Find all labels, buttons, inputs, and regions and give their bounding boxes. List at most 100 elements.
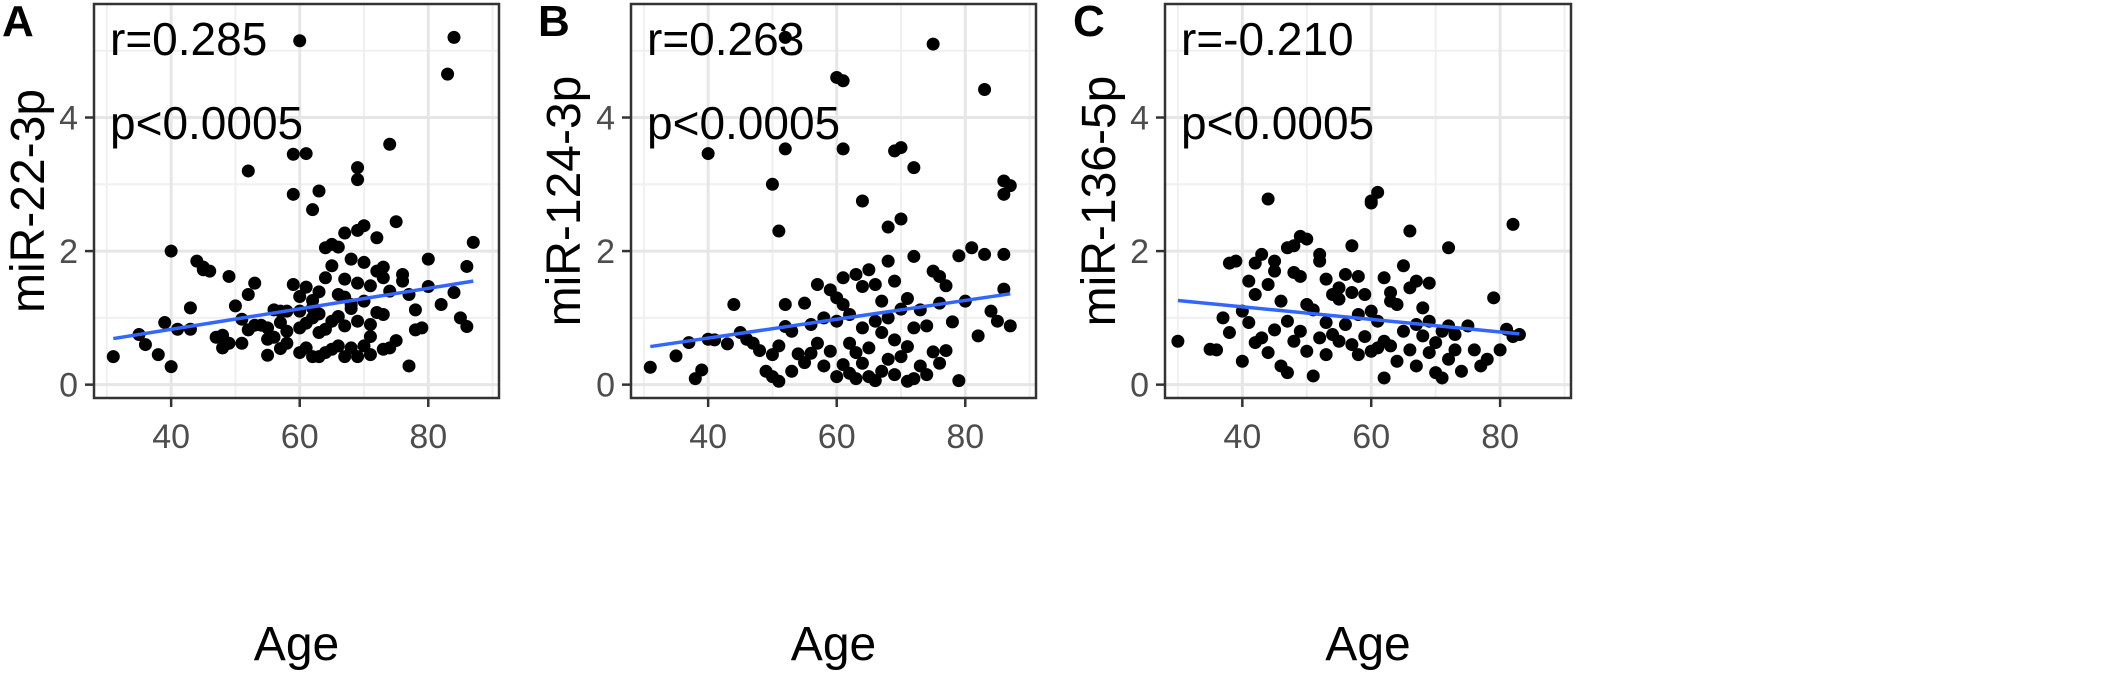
data-point — [862, 263, 876, 277]
data-point — [727, 298, 741, 312]
data-point — [383, 137, 397, 151]
data-point — [868, 314, 882, 328]
data-point — [1268, 254, 1282, 268]
data-point — [286, 187, 300, 201]
plot-border — [1163, 2, 1573, 400]
data-point — [286, 277, 300, 291]
data-point — [843, 336, 857, 350]
data-point — [810, 277, 824, 291]
data-point — [331, 310, 345, 324]
data-point — [370, 231, 384, 245]
data-point — [798, 296, 812, 310]
y-tick-label: 0 — [1130, 367, 1149, 405]
data-point — [183, 301, 197, 315]
data-point — [836, 298, 850, 312]
data-point — [1210, 343, 1224, 357]
data-point — [978, 247, 992, 261]
data-point — [376, 308, 390, 322]
data-point — [447, 285, 461, 299]
y-axis-title: miR-136-5p — [1073, 76, 1126, 327]
data-point — [1261, 192, 1275, 206]
data-point — [1003, 319, 1017, 333]
data-point — [971, 329, 985, 343]
data-point — [894, 141, 908, 155]
data-point — [216, 328, 230, 342]
data-point — [357, 219, 371, 233]
y-tick-label: 0 — [59, 367, 78, 405]
data-point — [836, 271, 850, 285]
data-point — [701, 147, 715, 161]
data-point — [280, 336, 294, 350]
data-point — [881, 254, 895, 268]
data-point — [1396, 324, 1410, 338]
data-point — [280, 324, 294, 338]
data-point — [1422, 346, 1436, 360]
data-point — [900, 340, 914, 354]
y-tick-label: 2 — [1130, 233, 1149, 271]
data-point — [351, 350, 365, 364]
data-point — [772, 374, 786, 388]
data-point — [881, 352, 895, 366]
data-point — [836, 74, 850, 88]
data-point — [881, 311, 895, 325]
data-point — [1319, 348, 1333, 362]
data-point — [1280, 314, 1294, 328]
data-point — [1268, 264, 1282, 278]
data-point — [1364, 304, 1378, 318]
data-point — [855, 321, 869, 335]
data-point — [421, 252, 435, 266]
data-point — [1480, 352, 1494, 366]
data-point — [363, 279, 377, 293]
data-point — [862, 341, 876, 355]
data-point — [836, 142, 850, 156]
data-point — [1338, 318, 1352, 332]
data-point — [261, 348, 275, 362]
data-point — [1216, 311, 1230, 325]
data-point — [669, 349, 683, 363]
data-point — [351, 314, 365, 328]
data-point — [978, 82, 992, 96]
regression-line — [113, 279, 474, 341]
panel-b: 40 60 80 0 2 4 Age miR-124-3p r=0.263 p<0.0005 B — [538, 0, 1038, 671]
data-point — [1506, 217, 1520, 231]
y-tick-label: 2 — [59, 233, 78, 271]
panel-c: 40 60 80 0 2 4 Age miR-136-5p r=-0.210 p<0.0005 C — [1073, 0, 1573, 671]
x-tick-label: 60 — [281, 418, 319, 456]
data-point — [939, 279, 953, 293]
data-point — [875, 294, 889, 308]
data-point — [1293, 324, 1307, 338]
data-point — [907, 161, 921, 175]
data-point — [1345, 338, 1359, 352]
x-tick-label: 60 — [1352, 418, 1390, 456]
data-point — [1313, 247, 1327, 261]
data-point — [798, 356, 812, 370]
data-point — [1261, 346, 1275, 360]
x-tick-label: 80 — [946, 418, 984, 456]
data-point — [299, 280, 313, 294]
data-point — [907, 249, 921, 263]
data-point — [1261, 277, 1275, 291]
data-point — [363, 330, 377, 344]
data-point — [1280, 241, 1294, 255]
data-point — [1403, 343, 1417, 357]
data-point — [1351, 269, 1365, 283]
data-point — [926, 37, 940, 51]
data-point — [875, 364, 889, 378]
data-point — [1454, 364, 1468, 378]
data-point — [241, 164, 255, 178]
data-point — [1242, 274, 1256, 288]
x-tick-label: 40 — [152, 418, 190, 456]
y-axis-title: miR-124-3p — [538, 76, 591, 327]
data-point — [1390, 354, 1404, 368]
data-point — [753, 344, 767, 358]
data-point — [1319, 272, 1333, 286]
plot-background — [631, 4, 1036, 398]
data-point — [695, 363, 709, 377]
data-point — [778, 298, 792, 312]
data-point — [1319, 316, 1333, 330]
data-point — [434, 298, 448, 312]
data-point — [1448, 328, 1462, 342]
data-point — [990, 314, 1004, 328]
data-point — [933, 269, 947, 283]
data-point — [1332, 292, 1346, 306]
